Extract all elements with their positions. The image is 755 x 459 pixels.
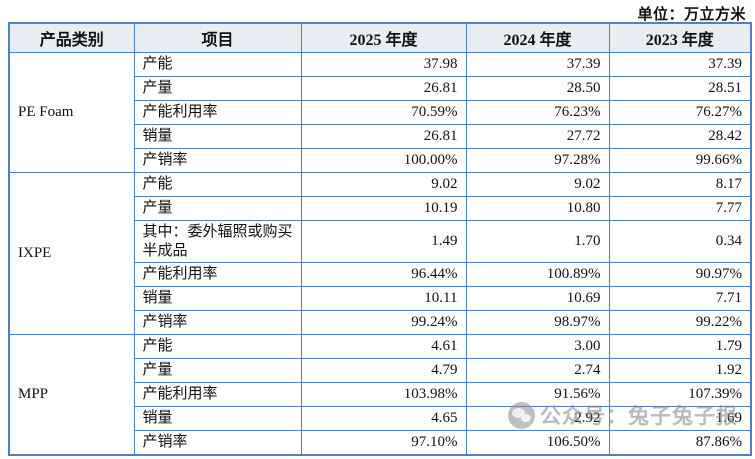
value-cell-2023: 90.97% [608, 262, 752, 287]
value-cell-2024: 37.39 [465, 52, 610, 77]
table-row: 产能利用率 96.44% 100.89% 90.97% [9, 262, 752, 287]
item-cell: 产能 [133, 52, 302, 77]
value-cell-2023: 0.34 [608, 220, 752, 263]
table-row: 产销率 99.24% 98.97% 99.22% [9, 310, 752, 335]
header-year-2023: 2023 年度 [608, 22, 752, 53]
item-cell: 产能 [133, 334, 302, 359]
value-cell-2023: 76.27% [608, 100, 752, 125]
item-cell: 产销率 [133, 430, 302, 455]
table-row: IXPE 产能 9.02 9.02 8.17 [8, 172, 752, 335]
item-cell: 销量 [133, 124, 302, 149]
table-header-row: 产品类别 项目 2025 年度 2024 年度 2023 年度 [8, 22, 752, 53]
item-cell: 产量 [133, 358, 302, 383]
value-cell-2023: 1.69 [608, 406, 752, 431]
value-cell-2023: 99.22% [608, 310, 752, 335]
value-cell-2025: 10.19 [300, 196, 467, 221]
value-cell-2024: 98.97% [465, 310, 610, 335]
value-cell-2024: 2.92 [465, 406, 610, 431]
value-cell-2025: 9.02 [300, 172, 467, 197]
value-cell-2025: 99.24% [300, 310, 467, 335]
value-cell-2025: 4.79 [300, 358, 467, 383]
category-cell: MPP [8, 334, 135, 455]
value-cell-2025: 10.11 [300, 286, 467, 311]
item-cell: 产能 [133, 172, 302, 197]
table-row: 产能利用率 70.59% 76.23% 76.27% [9, 100, 752, 125]
value-cell-2024: 27.72 [465, 124, 610, 149]
value-cell-2023: 28.51 [608, 76, 752, 101]
value-cell-2025: 4.65 [300, 406, 467, 431]
value-cell-2025: 97.10% [300, 430, 467, 455]
category-cell: PE Foam [8, 52, 135, 173]
unit-label: 单位：万立方米 [637, 7, 746, 23]
value-cell-2025: 1.49 [300, 220, 467, 263]
table-row: MPP 产能 4.61 3.00 1.79 [8, 334, 752, 455]
table-row: 其中：委外辐照或购买半成品 1.49 1.70 0.34 [9, 220, 752, 263]
table-row: 销量 10.11 10.69 7.71 [9, 286, 752, 311]
item-cell: 产能利用率 [133, 382, 302, 407]
value-cell-2023: 37.39 [608, 52, 752, 77]
category-cell: IXPE [8, 172, 135, 335]
item-cell: 产销率 [133, 310, 302, 335]
production-capacity-table: 产品类别 项目 2025 年度 2024 年度 2023 年度 PE Foam 产… [8, 22, 752, 456]
value-cell-2024: 1.70 [465, 220, 610, 263]
item-cell: 产量 [133, 76, 302, 101]
header-product-category: 产品类别 [8, 22, 135, 53]
value-cell-2023: 87.86% [608, 430, 752, 455]
value-cell-2023: 1.92 [608, 358, 752, 383]
item-cell: 其中：委外辐照或购买半成品 [133, 220, 302, 263]
value-cell-2024: 3.00 [465, 334, 610, 359]
value-cell-2023: 8.17 [608, 172, 752, 197]
value-cell-2023: 1.79 [608, 334, 752, 359]
table-row: 产销率 97.10% 106.50% 87.86% [9, 430, 752, 455]
value-cell-2025: 100.00% [300, 148, 467, 173]
value-cell-2023: 107.39% [608, 382, 752, 407]
value-cell-2023: 28.42 [608, 124, 752, 149]
value-cell-2025: 103.98% [300, 382, 467, 407]
table-row: 产销率 100.00% 97.28% 99.66% [9, 148, 752, 173]
item-cell: 销量 [133, 286, 302, 311]
value-cell-2025: 70.59% [300, 100, 467, 125]
value-cell-2024: 10.80 [465, 196, 610, 221]
value-cell-2024: 76.23% [465, 100, 610, 125]
value-cell-2025: 4.61 [300, 334, 467, 359]
table-row: 销量 4.65 2.92 1.69 [9, 406, 752, 431]
value-cell-2025: 26.81 [300, 76, 467, 101]
item-cell: 产能利用率 [133, 100, 302, 125]
table-row: 销量 26.81 27.72 28.42 [9, 124, 752, 149]
table-row: 产能利用率 103.98% 91.56% 107.39% [9, 382, 752, 407]
value-cell-2024: 91.56% [465, 382, 610, 407]
value-cell-2024: 10.69 [465, 286, 610, 311]
table-body: PE Foam 产能 37.98 37.39 37.39 产量 26.81 28.50 28.5… [8, 52, 752, 455]
value-cell-2024: 97.28% [465, 148, 610, 173]
value-cell-2024: 100.89% [465, 262, 610, 287]
table-row: PE Foam 产能 37.98 37.39 37.39 [8, 52, 752, 173]
value-cell-2024: 9.02 [465, 172, 610, 197]
value-cell-2024: 2.74 [465, 358, 610, 383]
value-cell-2024: 106.50% [465, 430, 610, 455]
value-cell-2025: 37.98 [300, 52, 467, 77]
item-cell: 产量 [133, 196, 302, 221]
table-row: 产量 10.19 10.80 7.77 [9, 196, 752, 221]
item-cell: 产销率 [133, 148, 302, 173]
item-cell: 销量 [133, 406, 302, 431]
header-year-2024: 2024 年度 [465, 22, 610, 53]
header-item: 项目 [133, 22, 302, 53]
value-cell-2025: 96.44% [300, 262, 467, 287]
header-year-2025: 2025 年度 [300, 22, 467, 53]
value-cell-2023: 99.66% [608, 148, 752, 173]
value-cell-2025: 26.81 [300, 124, 467, 149]
value-cell-2023: 7.77 [608, 196, 752, 221]
item-cell: 产能利用率 [133, 262, 302, 287]
table-row: 产量 26.81 28.50 28.51 [9, 76, 752, 101]
value-cell-2023: 7.71 [608, 286, 752, 311]
value-cell-2024: 28.50 [465, 76, 610, 101]
